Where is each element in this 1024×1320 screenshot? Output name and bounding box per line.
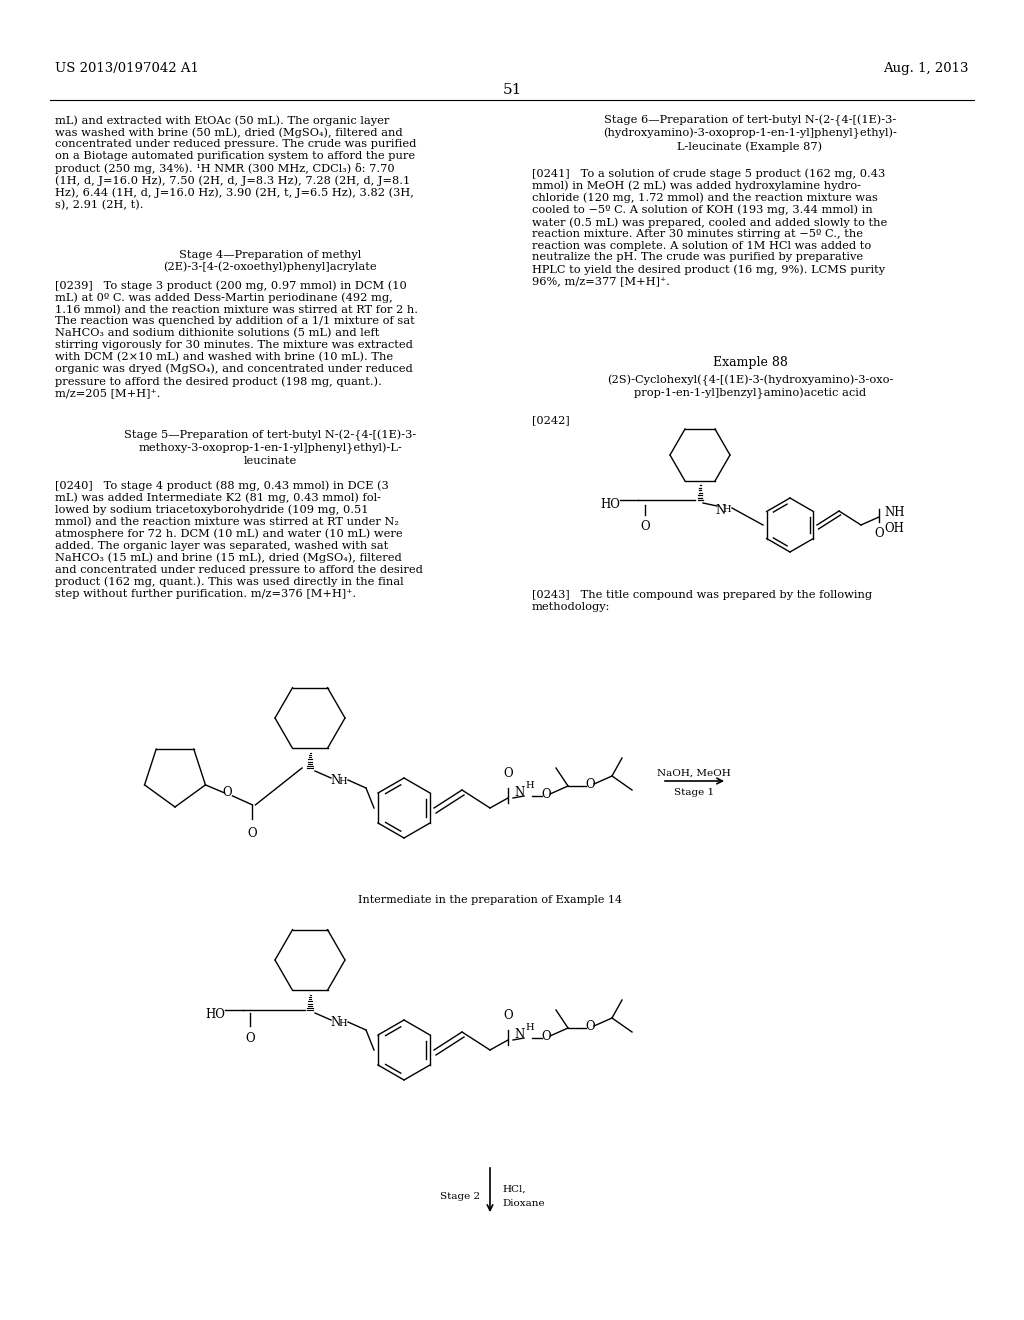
Text: [0242]: [0242] (532, 414, 569, 425)
Text: Intermediate in the preparation of Example 14: Intermediate in the preparation of Examp… (358, 895, 622, 906)
Text: O: O (542, 1030, 551, 1043)
Text: HO: HO (205, 1007, 225, 1020)
Text: H: H (525, 781, 535, 791)
Text: Stage 4—Preparation of methyl
(2E)-3-[4-(2-oxoethyl)phenyl]acrylate: Stage 4—Preparation of methyl (2E)-3-[4-… (163, 249, 377, 272)
Text: [0243]   The title compound was prepared by the following
methodology:: [0243] The title compound was prepared b… (532, 590, 872, 611)
Text: O: O (585, 1019, 595, 1032)
Text: N: N (515, 1028, 525, 1041)
Text: HO: HO (600, 498, 620, 511)
Text: Stage 6—Preparation of tert-butyl N-(2-{4-[(1E)-3-
(hydroxyamino)-3-oxoprop-1-en: Stage 6—Preparation of tert-butyl N-(2-{… (603, 115, 897, 152)
Text: N: N (515, 787, 525, 800)
Text: H: H (722, 506, 731, 515)
Text: [0239]   To stage 3 product (200 mg, 0.97 mmol) in DCM (10
mL) at 0º C. was adde: [0239] To stage 3 product (200 mg, 0.97 … (55, 280, 418, 399)
Text: O: O (248, 826, 257, 840)
Text: [0241]   To a solution of crude stage 5 product (162 mg, 0.43
mmol) in MeOH (2 m: [0241] To a solution of crude stage 5 pr… (532, 168, 887, 286)
Text: NaOH, MeOH: NaOH, MeOH (657, 770, 731, 777)
Text: O: O (874, 527, 884, 540)
Text: O: O (640, 520, 650, 533)
Text: O: O (245, 1032, 255, 1045)
Text: N: N (715, 503, 725, 516)
Text: N: N (330, 775, 340, 788)
Text: HCl,: HCl, (502, 1185, 525, 1195)
Text: (2S)-Cyclohexyl({4-[(1E)-3-(hydroxyamino)-3-oxo-
prop-1-en-1-yl]benzyl}amino)ace: (2S)-Cyclohexyl({4-[(1E)-3-(hydroxyamino… (607, 375, 893, 400)
Text: O: O (503, 767, 513, 780)
Text: OH: OH (884, 523, 904, 536)
Text: Example 88: Example 88 (713, 356, 787, 370)
Text: Aug. 1, 2013: Aug. 1, 2013 (884, 62, 969, 75)
Text: O: O (222, 787, 232, 800)
Text: Stage 5—Preparation of tert-butyl N-(2-{4-[(1E)-3-
methoxy-3-oxoprop-1-en-1-yl]p: Stage 5—Preparation of tert-butyl N-(2-{… (124, 430, 416, 466)
Text: Stage 1: Stage 1 (674, 788, 714, 797)
Text: 51: 51 (503, 83, 521, 96)
Text: H: H (338, 1019, 347, 1027)
Text: H: H (338, 776, 347, 785)
Text: H: H (525, 1023, 535, 1032)
Text: N: N (330, 1016, 340, 1030)
Text: O: O (503, 1008, 513, 1022)
Text: US 2013/0197042 A1: US 2013/0197042 A1 (55, 62, 199, 75)
Text: mL) and extracted with EtOAc (50 mL). The organic layer
was washed with brine (5: mL) and extracted with EtOAc (50 mL). Th… (55, 115, 417, 210)
Text: Dioxane: Dioxane (502, 1199, 545, 1208)
Text: NH: NH (884, 507, 904, 520)
Text: O: O (542, 788, 551, 800)
Text: Stage 2: Stage 2 (440, 1192, 480, 1201)
Text: O: O (585, 777, 595, 791)
Text: [0240]   To stage 4 product (88 mg, 0.43 mmol) in DCE (3
mL) was added Intermedi: [0240] To stage 4 product (88 mg, 0.43 m… (55, 480, 423, 599)
